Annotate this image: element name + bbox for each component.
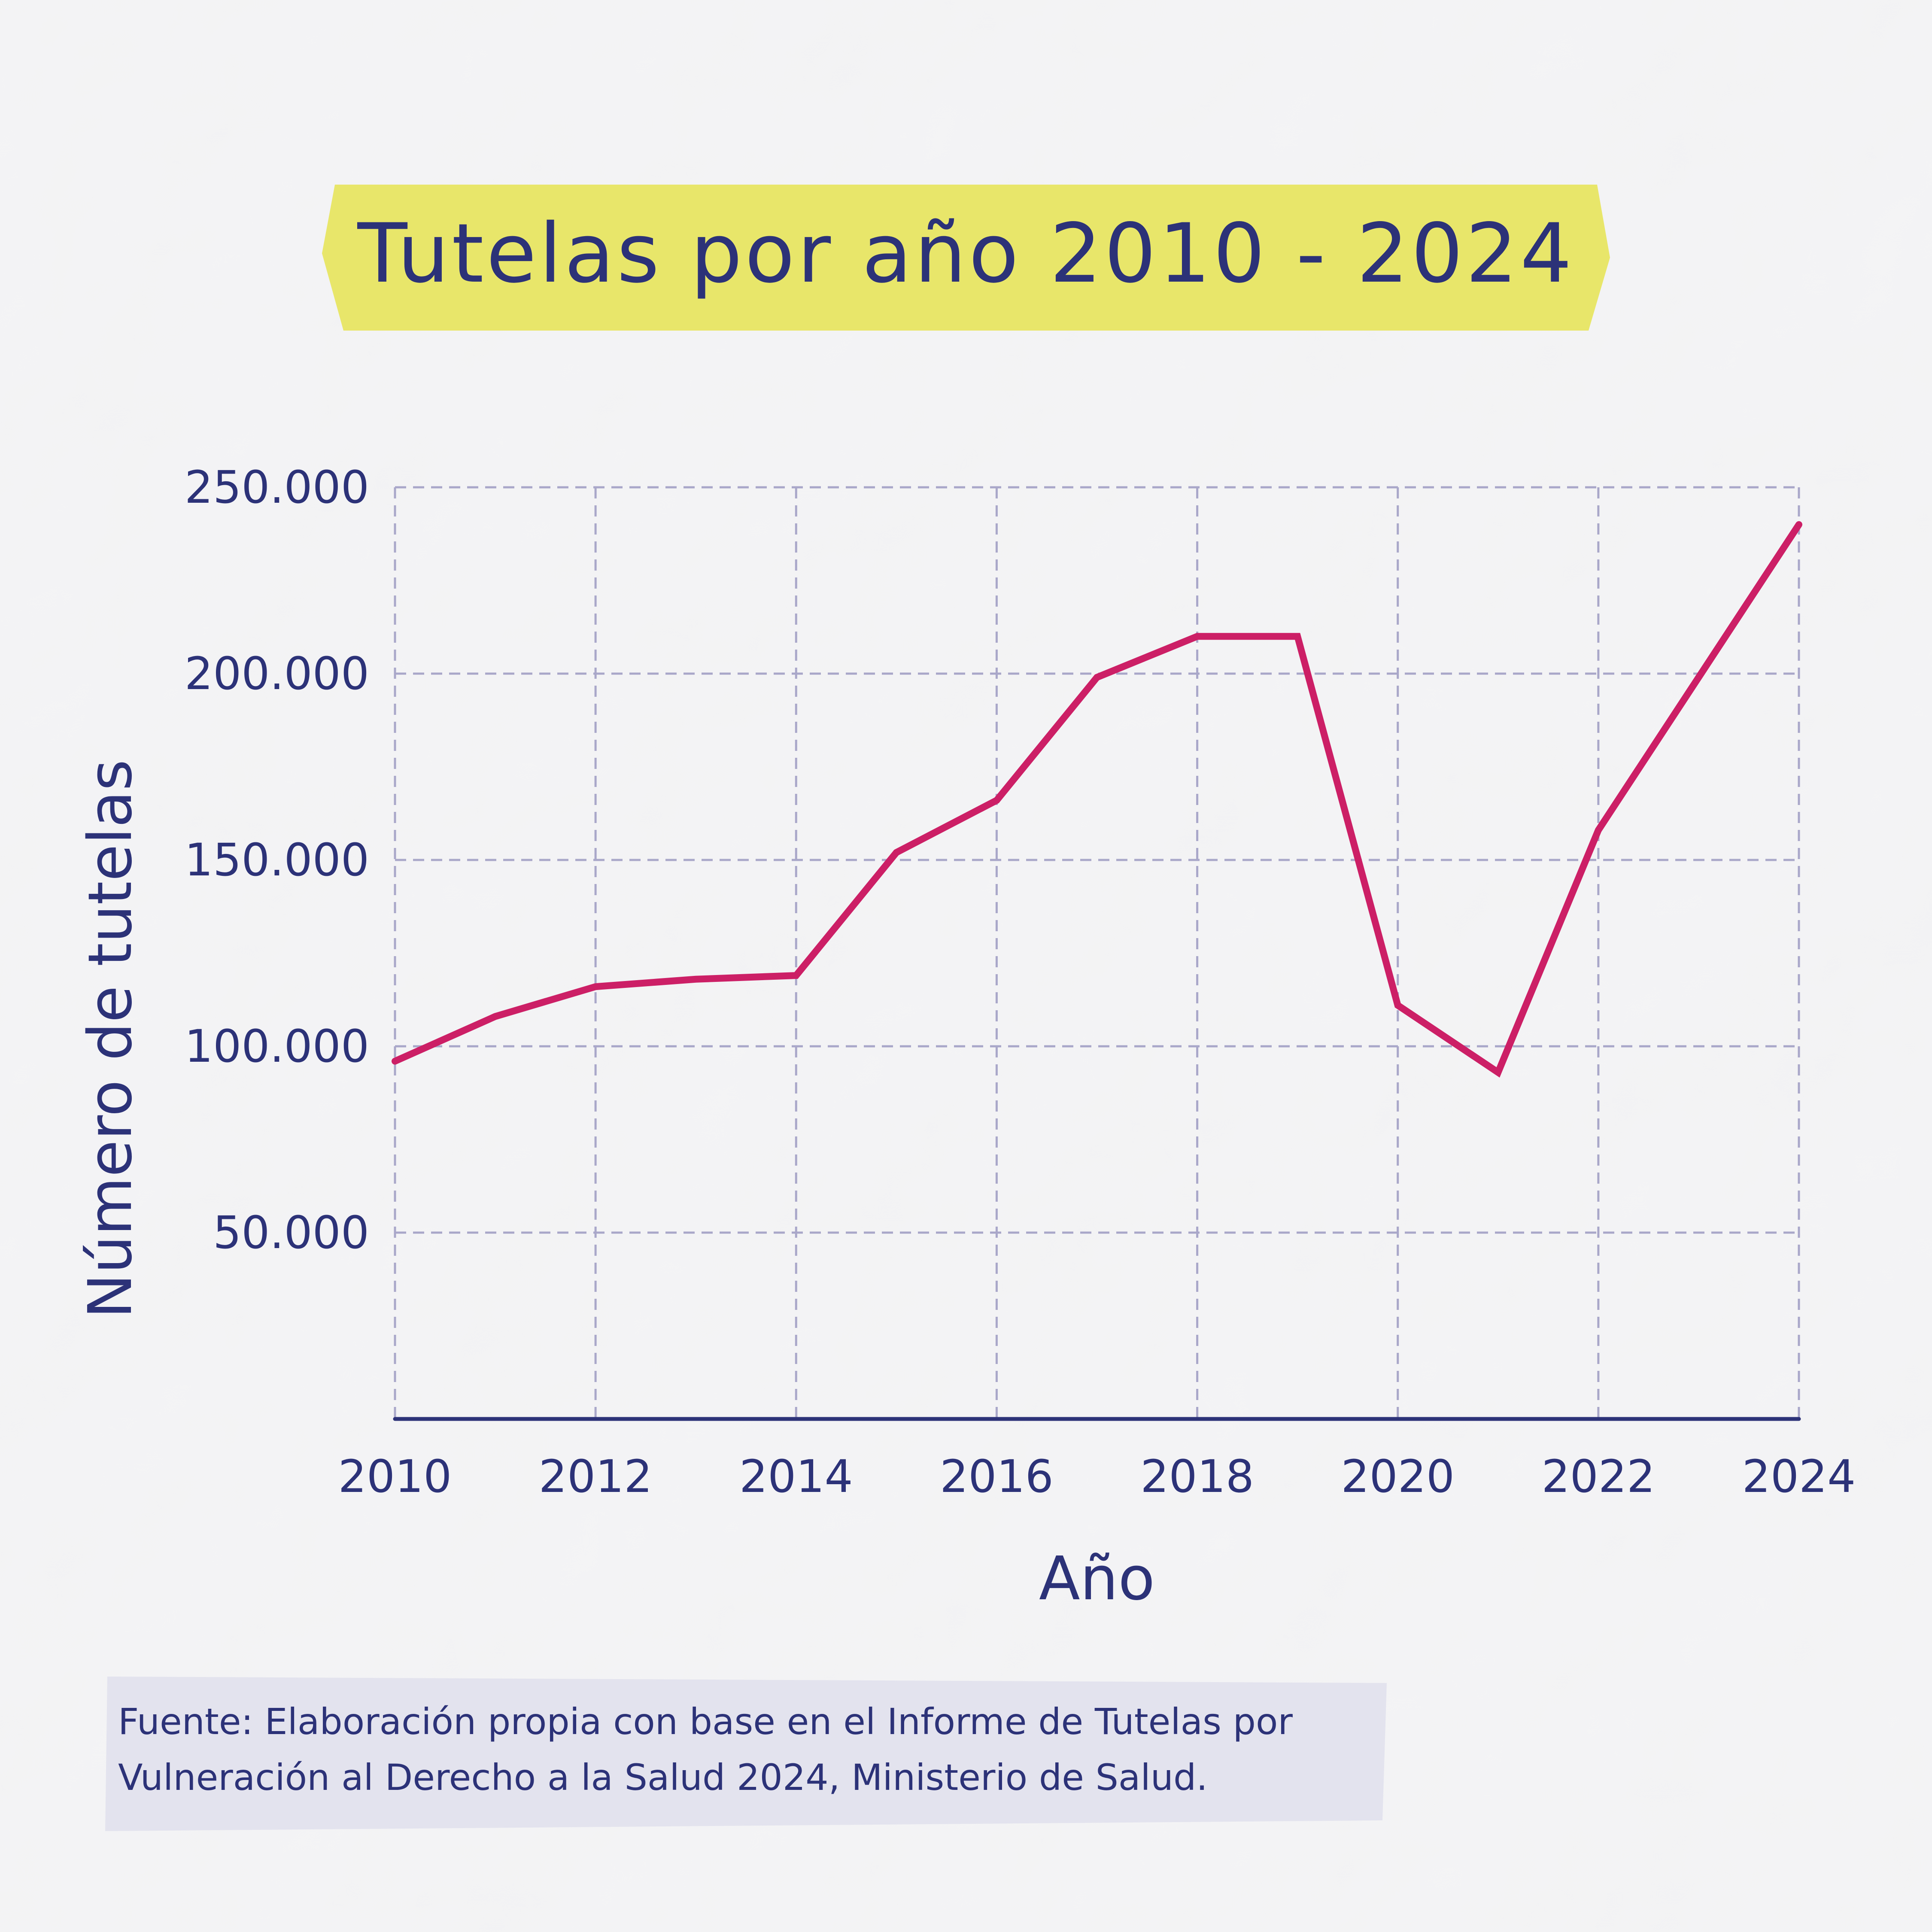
x-tick-label: 2018 — [1140, 1450, 1254, 1503]
source-note: Fuente: Elaboración propia con base en e… — [118, 1694, 1380, 1805]
x-tick-label: 2024 — [1742, 1450, 1856, 1503]
y-tick-label: 200.000 — [185, 647, 369, 700]
title-highlight-shape — [322, 185, 1610, 331]
source-note-line-2: Vulneración al Derecho a la Salud 2024, … — [118, 1756, 1208, 1798]
series-layer — [392, 521, 1802, 1078]
x-tick-label: 2010 — [338, 1450, 452, 1503]
y-tick-label: 50.000 — [213, 1206, 369, 1259]
chart-title: Tutelas por año 2010 - 2024 — [357, 206, 1575, 301]
y-tick-label: 100.000 — [185, 1020, 369, 1072]
x-tick-label: 2022 — [1542, 1450, 1656, 1503]
grid-lines — [394, 486, 1800, 1419]
source-note-line-1: Fuente: Elaboración propia con base en e… — [118, 1701, 1293, 1743]
x-tick-label: 2012 — [539, 1450, 653, 1503]
source-note-box: Fuente: Elaboración propia con base en e… — [99, 1674, 1391, 1833]
y-tick-label: 150.000 — [185, 834, 369, 886]
y-tick-label: 250.000 — [185, 461, 369, 513]
x-tick-label: 2020 — [1341, 1450, 1455, 1503]
chart-title-banner: Tutelas por año 2010 - 2024 — [318, 172, 1614, 335]
source-note-background — [105, 1677, 1387, 1831]
series-line — [392, 521, 1802, 1078]
y-axis-tick-labels: 50.000 100.000 150.000 200.000 250.000 — [185, 461, 369, 1259]
x-axis-tick-labels: 2010 2012 2014 2016 2018 2020 2022 2024 — [338, 1450, 1856, 1503]
x-tick-label: 2014 — [739, 1450, 853, 1503]
y-axis-title: Número de tutelas — [76, 759, 146, 1318]
x-axis-title: Año — [1039, 1544, 1155, 1614]
x-tick-label: 2016 — [940, 1450, 1054, 1503]
